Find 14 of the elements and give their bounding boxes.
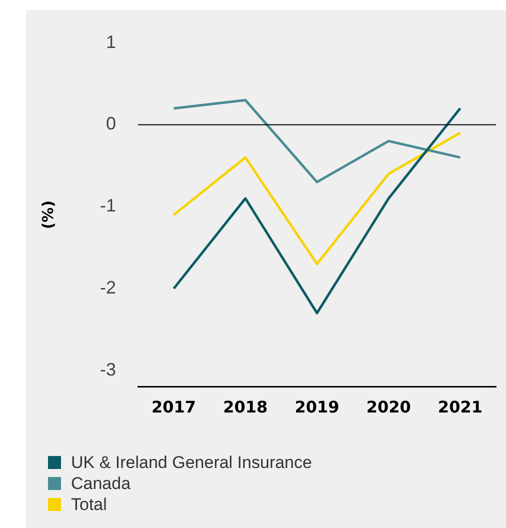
x-tick-label: 2018: [223, 398, 268, 417]
y-tick-label: 0: [106, 114, 116, 134]
y-tick-label: -2: [100, 277, 116, 298]
y-tick-label: 1: [106, 32, 116, 52]
x-tick-label: 2020: [366, 398, 411, 417]
y-tick-label: -3: [100, 359, 116, 380]
legend-label: Canada: [71, 473, 131, 494]
legend-label: UK & Ireland General Insurance: [71, 452, 312, 473]
x-tick-label: 2019: [294, 398, 340, 417]
y-tick-label: -1: [100, 196, 116, 216]
x-tick-label: 2017: [152, 398, 196, 417]
y-axis-title: (%): [38, 200, 57, 230]
legend-label: Total: [71, 494, 107, 515]
x-tick-label: 2021: [438, 398, 482, 417]
